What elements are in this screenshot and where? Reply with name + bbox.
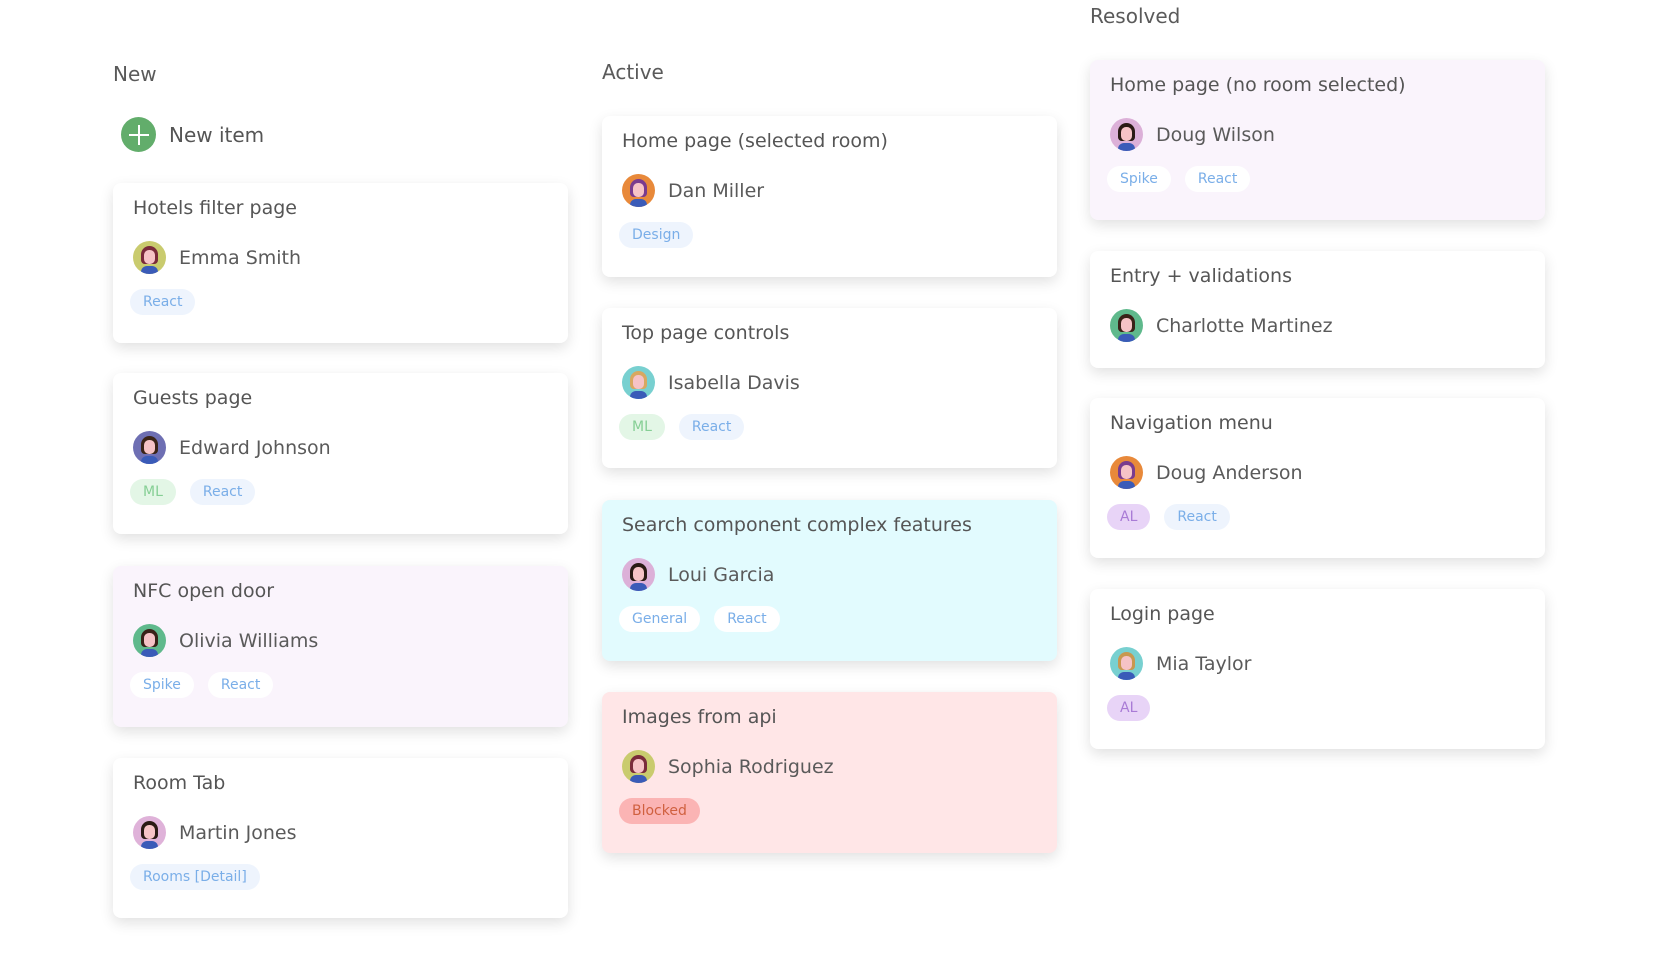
woman-avatar [622, 366, 655, 399]
assignee: Isabella Davis [622, 366, 800, 399]
man-avatar [133, 431, 166, 464]
tag-list: Spike React [1107, 166, 1251, 192]
assignee-name: Charlotte Martinez [1156, 314, 1333, 337]
card-title: Home page (no room selected) [1110, 74, 1406, 96]
assignee-name: Sophia Rodriguez [668, 755, 834, 778]
assignee-name: Martin Jones [179, 821, 297, 844]
assignee: Emma Smith [133, 241, 301, 274]
assignee-name: Mia Taylor [1156, 652, 1252, 675]
man-avatar [622, 558, 655, 591]
woman-avatar [133, 624, 166, 657]
new-item-button[interactable]: New item [121, 117, 264, 152]
assignee: Charlotte Martinez [1110, 309, 1333, 342]
woman-avatar [622, 750, 655, 783]
tag-react: React [1184, 166, 1251, 192]
assignee: Martin Jones [133, 816, 297, 849]
assignee-name: Doug Anderson [1156, 461, 1303, 484]
assignee: Doug Anderson [1110, 456, 1303, 489]
assignee: Olivia Williams [133, 624, 318, 657]
task-card[interactable]: Navigation menu Doug Anderson AL React [1090, 398, 1545, 558]
task-card[interactable]: NFC open door Olivia Williams Spike React [113, 566, 568, 727]
task-card[interactable]: Login page Mia Taylor AL [1090, 589, 1545, 749]
task-card[interactable]: Guests page Edward Johnson ML React [113, 373, 568, 534]
new-item-label: New item [169, 122, 265, 147]
tag-spike: Spike [130, 672, 194, 698]
tag-react: React [1164, 504, 1230, 530]
assignee-name: Edward Johnson [179, 436, 331, 459]
tag-react: React [189, 479, 256, 505]
assignee: Dan Miller [622, 174, 764, 207]
task-card[interactable]: Home page (no room selected) Doug Wilson S… [1090, 60, 1545, 220]
card-title: Room Tab [133, 772, 226, 794]
card-title: Navigation menu [1110, 412, 1273, 434]
task-card[interactable]: Home page (selected room) Dan Miller Desig… [602, 116, 1057, 277]
tag-list: General React [619, 606, 780, 632]
tag-react: React [207, 672, 274, 698]
tag-al: AL [1107, 504, 1151, 530]
task-card[interactable]: Room Tab Martin Jones Rooms [Detail] [113, 758, 568, 918]
man-avatar [133, 816, 166, 849]
woman-avatar [133, 241, 166, 274]
assignee-name: Loui Garcia [668, 563, 775, 586]
tag-ml: ML [619, 414, 665, 440]
tag-general: General [619, 606, 701, 632]
woman-avatar [1110, 309, 1143, 342]
assignee: Edward Johnson [133, 431, 331, 464]
card-title: NFC open door [133, 580, 275, 602]
man-avatar [1110, 118, 1143, 151]
card-title: Entry + validations [1110, 265, 1292, 287]
card-title: Images from api [622, 706, 777, 728]
tag-list: ML React [130, 479, 256, 505]
assignee-name: Olivia Williams [179, 629, 319, 652]
plus-icon [121, 117, 156, 152]
column-title: Resolved [1090, 4, 1181, 28]
assignee-name: Emma Smith [179, 246, 302, 269]
tag-rooms-detail: Rooms [Detail] [130, 864, 260, 890]
card-title: Login page [1110, 603, 1215, 625]
tag-ml: ML [130, 479, 176, 505]
tag-list: AL React [1107, 504, 1230, 530]
card-title: Top page controls [622, 322, 790, 344]
tag-design: Design [619, 222, 694, 248]
tag-react: React [714, 606, 780, 632]
column-title: Active [602, 60, 664, 84]
task-card[interactable]: Search component complex features Loui Ga… [602, 500, 1057, 661]
assignee-name: Isabella Davis [668, 371, 800, 394]
assignee: Mia Taylor [1110, 647, 1251, 680]
man-avatar [622, 174, 655, 207]
card-title: Home page (selected room) [622, 130, 888, 152]
tag-react: React [678, 414, 745, 440]
tag-list: AL [1107, 695, 1151, 721]
task-card[interactable]: Images from api Sophia Rodriguez Blocked [602, 692, 1057, 853]
assignee-name: Doug Wilson [1156, 123, 1275, 146]
card-title: Hotels filter page [133, 197, 297, 219]
tag-list: Rooms [Detail] [130, 864, 260, 890]
tag-blocked: Blocked [619, 798, 700, 824]
task-card[interactable]: Hotels filter page Emma Smith React [113, 183, 568, 343]
column-title: New [113, 62, 157, 86]
task-card[interactable]: Entry + validations Charlotte Martinez [1090, 251, 1545, 368]
tag-list: Blocked [619, 798, 700, 824]
man-avatar [1110, 456, 1143, 489]
tag-list: ML React [619, 414, 745, 440]
tag-al: AL [1107, 695, 1151, 721]
tag-list: Spike React [130, 672, 274, 698]
assignee: Loui Garcia [622, 558, 774, 591]
card-title: Guests page [133, 387, 253, 409]
task-card[interactable]: Top page controls Isabella Davis ML React [602, 308, 1057, 468]
assignee: Doug Wilson [1110, 118, 1275, 151]
assignee-name: Dan Miller [668, 179, 765, 202]
card-title: Search component complex features [622, 514, 972, 536]
tag-list: Design [619, 222, 694, 248]
tag-react: React [130, 289, 196, 315]
assignee: Sophia Rodriguez [622, 750, 834, 783]
tag-list: React [130, 289, 196, 315]
tag-spike: Spike [1107, 166, 1171, 192]
woman-avatar [1110, 647, 1143, 680]
